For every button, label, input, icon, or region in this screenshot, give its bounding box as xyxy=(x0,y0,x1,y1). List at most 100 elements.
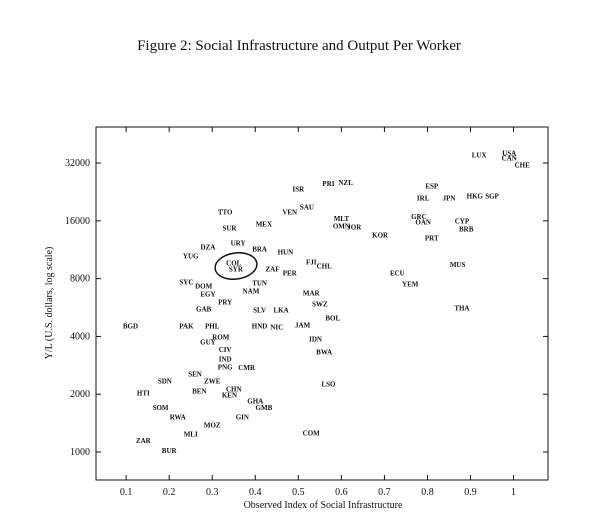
y-axis-label: Y/L (U.S. dollars, log scale) xyxy=(44,247,55,360)
x-tick-label: 0.2 xyxy=(163,487,176,498)
y-tick-label: 4000 xyxy=(70,331,90,342)
country-point: URY xyxy=(231,239,246,247)
country-point: USA xyxy=(502,150,516,158)
country-point: HKG xyxy=(467,193,484,201)
country-point: BRA xyxy=(252,246,267,254)
country-point: SOM xyxy=(153,404,169,412)
highlight-circle xyxy=(214,252,258,280)
country-point: PAK xyxy=(179,323,194,331)
y-tick-label: 1000 xyxy=(70,447,90,458)
country-point: NZL xyxy=(338,179,353,187)
country-point: EGY xyxy=(200,291,215,299)
country-point: IND xyxy=(219,356,232,364)
country-point: DOM xyxy=(195,283,213,291)
x-tick-label: 0.5 xyxy=(292,487,305,498)
chart-title: Figure 2: Social Infrastructure and Outp… xyxy=(137,38,461,54)
country-point: CIV xyxy=(219,346,232,354)
country-point: BGD xyxy=(123,323,138,331)
x-tick-label: 0.4 xyxy=(249,487,262,498)
country-point: PRY xyxy=(218,298,232,306)
country-point: GUY xyxy=(200,339,216,347)
country-point: PER xyxy=(283,270,298,278)
country-point: ISR xyxy=(292,186,305,194)
country-point: YUG xyxy=(183,252,199,260)
country-point: KOR xyxy=(372,232,389,240)
country-point: MLI xyxy=(184,431,198,439)
country-point: GAB xyxy=(196,306,212,314)
country-point: HTI xyxy=(137,389,150,397)
y-tick-label: 32000 xyxy=(65,158,90,169)
x-tick-label: 0.7 xyxy=(378,487,391,498)
country-point: BOL xyxy=(325,314,340,322)
country-point: COM xyxy=(303,429,321,437)
country-point: JAM xyxy=(295,321,311,329)
country-point: ZWE xyxy=(204,378,221,386)
country-point: THA xyxy=(454,305,469,313)
country-point: BEN xyxy=(192,387,206,395)
country-point: ROM xyxy=(212,334,230,342)
country-point: MOZ xyxy=(204,422,221,430)
y-tick-label: 16000 xyxy=(65,216,90,227)
country-point: GMB xyxy=(256,404,273,412)
country-point: TTO xyxy=(218,208,233,216)
country-point: GRC xyxy=(411,213,427,221)
country-point: SAU xyxy=(300,203,314,211)
country-point: PHL xyxy=(205,323,220,331)
country-point: GIN xyxy=(236,414,249,422)
country-point: NAM xyxy=(243,287,260,295)
country-point: MLT xyxy=(334,215,350,223)
country-point: SGP xyxy=(485,193,499,201)
y-tick-label: 8000 xyxy=(70,274,90,285)
country-point: CYP xyxy=(455,217,470,225)
country-point: GHA xyxy=(247,398,263,406)
country-point: ESP xyxy=(425,182,439,190)
country-point: PRT xyxy=(425,235,439,243)
country-point: SLV xyxy=(253,306,266,314)
country-point: BUR xyxy=(162,447,178,455)
country-point: LKA xyxy=(274,306,289,314)
country-point: CAN xyxy=(502,154,517,162)
country-point: VEN xyxy=(282,208,297,216)
country-point: PRI xyxy=(322,180,334,188)
country-point: OAN xyxy=(415,218,431,226)
country-point: ECU xyxy=(390,270,405,278)
country-point: HUN xyxy=(278,249,294,257)
country-point: SDN xyxy=(158,378,172,386)
country-point: MUS xyxy=(450,261,466,269)
country-point: LUX xyxy=(472,152,487,160)
country-point: IDN xyxy=(309,335,322,343)
x-tick-label: 0.1 xyxy=(120,487,133,498)
country-point: JPN xyxy=(443,195,456,203)
x-tick-label: 0.6 xyxy=(335,487,348,498)
plot-frame xyxy=(95,126,549,481)
country-point: SWZ xyxy=(312,301,328,309)
country-point: SYR xyxy=(229,265,244,273)
x-tick-label: 1 xyxy=(511,487,516,498)
country-point: DZA xyxy=(201,243,216,251)
country-point: COL xyxy=(226,259,242,267)
country-point: SYC xyxy=(179,279,193,287)
country-point: PNG xyxy=(218,364,233,372)
country-point: TUN xyxy=(252,280,267,288)
country-point: SUR xyxy=(222,224,237,232)
country-point: CMR xyxy=(238,364,256,372)
x-tick-label: 0.3 xyxy=(206,487,219,498)
country-point: JOR xyxy=(347,223,362,231)
country-point: ZAR xyxy=(136,437,152,445)
x-tick-label: 0.8 xyxy=(421,487,434,498)
country-point: CHE xyxy=(515,161,531,169)
country-point: LSO xyxy=(321,381,336,389)
country-point: CHN xyxy=(226,385,242,393)
x-tick-label: 0.9 xyxy=(464,487,477,498)
country-point: BRB xyxy=(459,226,474,234)
country-point: CHL xyxy=(317,263,333,271)
country-point: YEM xyxy=(402,281,419,289)
country-point: MEX xyxy=(256,221,272,229)
country-point: RWA xyxy=(170,414,186,422)
x-axis-label: Observed Index of Social Infrastructure xyxy=(244,500,403,511)
country-point: BWA xyxy=(316,348,332,356)
country-point: HND xyxy=(252,323,268,331)
country-point: ZAF xyxy=(265,265,279,273)
country-point: KEN xyxy=(222,392,237,400)
